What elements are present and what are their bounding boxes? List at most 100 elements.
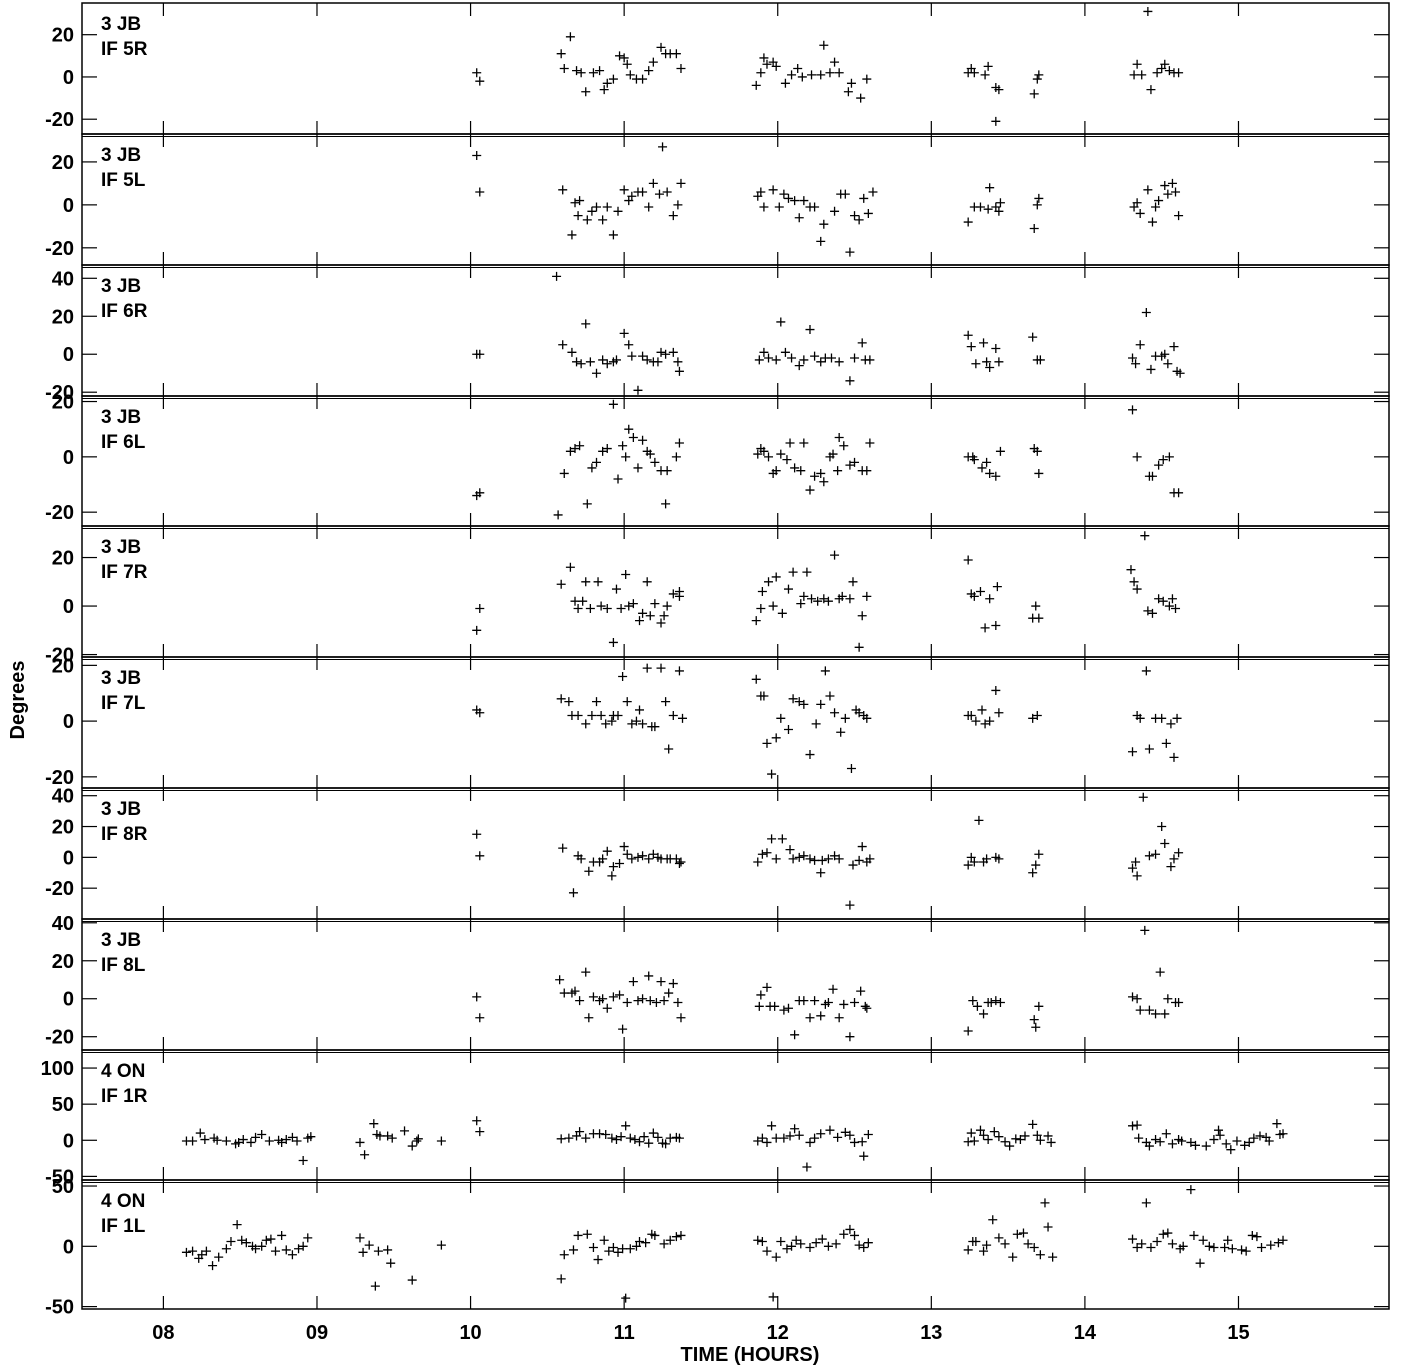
data-point [635,1137,645,1147]
data-point [753,449,763,459]
data-point [774,202,784,212]
data-point [845,1032,855,1042]
panel-label-station: 3 JB [101,930,141,951]
data-point [627,719,637,729]
data-point [1151,1009,1161,1019]
data-point [856,93,866,103]
data-point [1177,1136,1187,1146]
data-point [472,150,482,160]
data-point [1214,1125,1224,1135]
data-point [966,1128,976,1138]
data-point [780,347,790,357]
data-point [963,1026,973,1036]
data-point [977,463,987,473]
data-point [1141,666,1151,676]
data-point [839,441,849,451]
data-point [754,355,764,365]
data-point [840,713,850,723]
data-point [1166,719,1176,729]
panel-label-station: 3 JB [101,14,141,35]
data-point [608,74,618,84]
data-point [1204,1241,1214,1251]
data-point [980,623,990,633]
data-point [472,992,482,1002]
panel-2: -20 0 20 3 JB IF 5L [45,133,1390,266]
data-point [475,708,485,718]
x-axis: 08 09 10 11 12 13 14 15 [152,1322,1249,1344]
data-point [587,711,597,721]
data-point [475,488,485,498]
data-point [994,357,1004,367]
panel-7: -20 0 20 40 3 JB IF 8R [45,786,1390,920]
data-point [1198,1235,1208,1245]
panel-label-if: IF 7R [101,562,148,583]
data-point [383,1131,393,1141]
data-point [1138,792,1148,802]
data-point [811,1238,821,1248]
data-point [277,1137,287,1147]
data-point [602,1003,612,1013]
data-point [621,1121,631,1131]
data-point [759,691,769,701]
data-point [969,857,979,867]
data-point [1154,594,1164,604]
data-point [753,857,763,867]
y-tick-label: 0 [63,447,74,469]
data-point [817,855,827,865]
panel-label-station: 4 ON [101,1061,145,1082]
data-point [556,1134,566,1144]
data-point [1160,838,1170,848]
data-point [1146,1243,1156,1253]
data-point [475,1013,485,1023]
data-point [1220,1243,1230,1253]
data-point [1215,1130,1225,1140]
data-point [862,1003,872,1013]
data-point [777,608,787,618]
panel-frame [81,918,1390,1051]
data-point [1126,565,1136,575]
y-tick-label: -20 [45,109,74,131]
data-point [575,196,585,206]
data-point [1048,1252,1058,1262]
data-point [823,998,833,1008]
data-point [668,979,678,989]
y-tick-label: -20 [45,767,74,789]
y-tick-label: 20 [52,25,74,47]
panel-frame [81,525,1390,658]
data-point [1147,608,1157,618]
data-point [830,851,840,861]
data-point [845,247,855,257]
data-point [565,446,575,456]
data-point [472,68,482,78]
data-point [232,1220,242,1230]
data-point [671,854,681,864]
data-point [214,1252,224,1262]
data-point [618,1024,628,1034]
data-point [251,1244,261,1254]
panel-label-if: IF 1L [101,1216,146,1237]
data-point [1167,1239,1177,1249]
data-point [615,51,625,61]
panel-10: -50 0 50 4 ON IF 1L [45,1176,1390,1319]
y-tick-label: 0 [63,1236,74,1258]
data-point [654,189,664,199]
data-point [971,1236,981,1246]
data-point [1241,1246,1251,1256]
data-point [756,990,766,1000]
panel-label-if: IF 5L [101,170,146,191]
data-point [1169,342,1179,352]
data-point [1226,1145,1236,1155]
data-point [767,1121,777,1131]
data-point [1140,925,1150,935]
data-point [845,1224,855,1234]
data-point [785,845,795,855]
data-point [1132,1120,1142,1130]
data-point [642,577,652,587]
data-point [850,1230,860,1240]
data-point [787,70,797,80]
data-point [807,70,817,80]
x-tick-label: 15 [1227,1322,1249,1344]
data-point [264,1136,274,1146]
data-point [668,711,678,721]
data-point [1137,1239,1147,1249]
